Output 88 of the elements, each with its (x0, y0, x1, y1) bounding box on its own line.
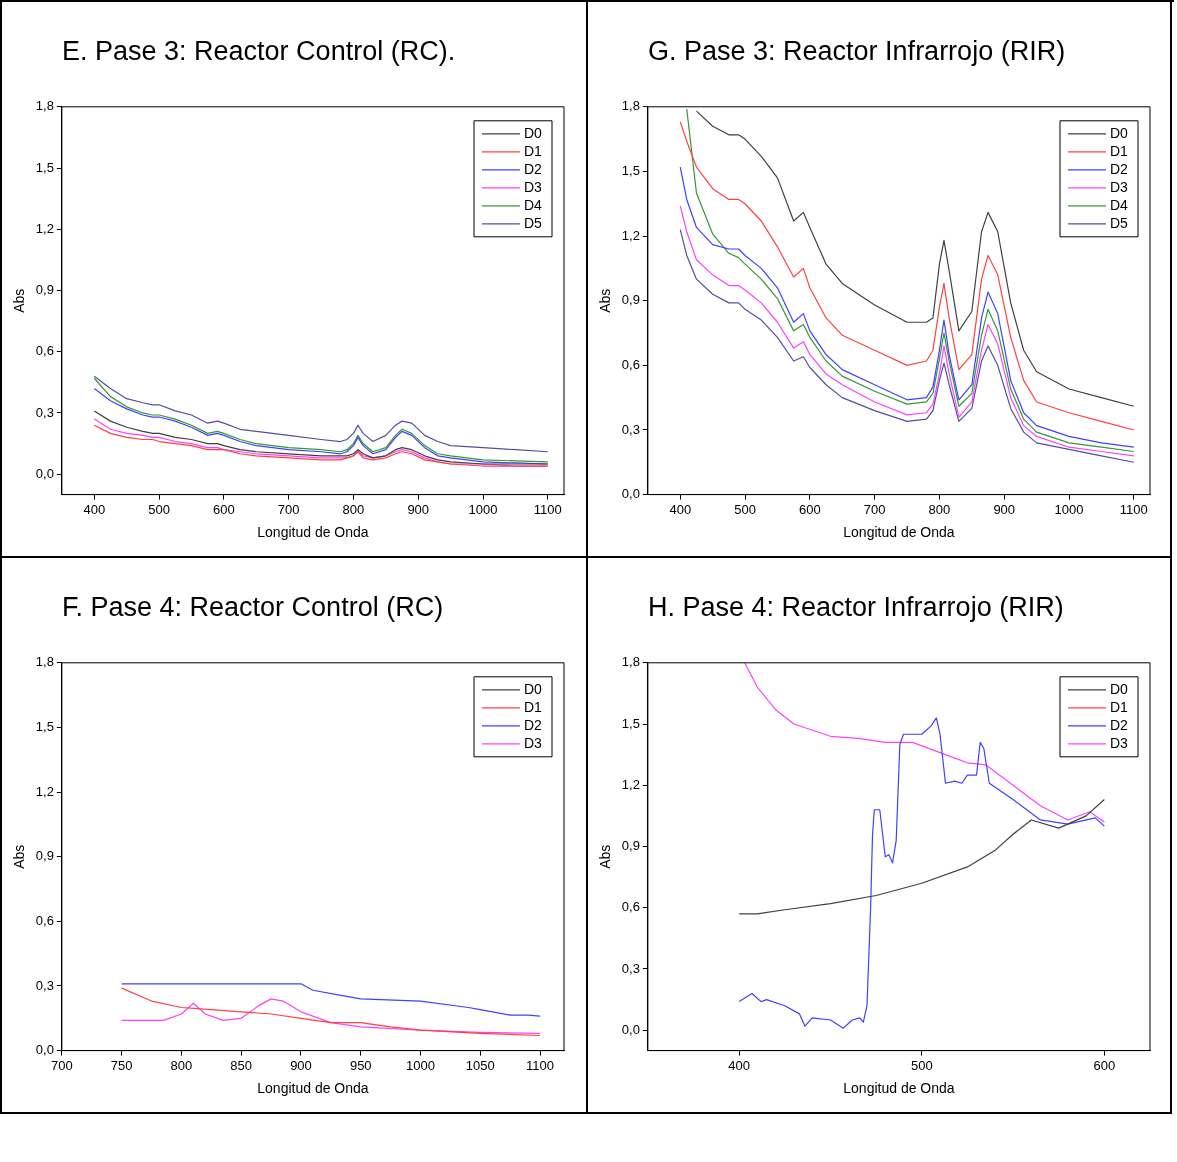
y-tick-label: 1,2 (621, 227, 640, 243)
y-axis-title: Abs (11, 288, 28, 313)
x-tick-label: 800 (170, 1057, 193, 1073)
y-tick-label: 0,3 (35, 404, 54, 420)
y-tick-label: 0,0 (35, 465, 54, 481)
y-axis-title: Abs (597, 288, 614, 313)
x-tick-label: 700 (863, 501, 886, 517)
legend-label: D0 (524, 124, 543, 141)
legend-label: D0 (1110, 680, 1129, 697)
y-tick-label: 1,8 (35, 98, 54, 114)
x-tick-label: 700 (277, 501, 300, 517)
legend-label: D3 (524, 734, 543, 751)
legend-label: D2 (1110, 160, 1129, 177)
y-tick-label: 1,5 (621, 715, 640, 731)
y-tick-label: 0,9 (35, 282, 54, 298)
x-tick-label: 1000 (1054, 501, 1084, 517)
x-tick-label: 1000 (406, 1057, 435, 1073)
legend-label: D1 (524, 698, 543, 715)
x-axis-title: Longitud de Onda (843, 1080, 955, 1097)
y-tick-label: 1,5 (621, 163, 640, 179)
x-tick-label: 1100 (1119, 501, 1148, 517)
legend-label: D5 (1110, 214, 1129, 231)
legend-label: D1 (1110, 142, 1129, 159)
x-tick-label: 600 (213, 501, 235, 517)
x-tick-label: 950 (349, 1057, 372, 1073)
x-tick-label: 600 (1093, 1057, 1116, 1073)
x-axis-title: Longitud de Onda (843, 524, 955, 541)
y-tick-label: 0,0 (621, 1021, 640, 1037)
x-tick-label: 400 (728, 1057, 751, 1073)
x-tick-label: 1100 (526, 1057, 555, 1073)
y-axis-title: Abs (11, 844, 28, 869)
x-tick-label: 500 (910, 1057, 933, 1073)
x-tick-label: 800 (342, 501, 365, 517)
legend-label: D2 (1110, 716, 1129, 733)
x-tick-label: 900 (993, 501, 1016, 517)
legend-label: D4 (524, 196, 543, 213)
legend-label: D0 (524, 680, 543, 697)
x-tick-label: 1000 (468, 501, 498, 517)
legend-label: D0 (1110, 124, 1129, 141)
x-tick-label: 400 (669, 501, 692, 517)
y-tick-label: 0,9 (621, 838, 640, 854)
x-tick-label: 750 (110, 1057, 133, 1073)
chart-title: E. Pase 3: Reactor Control (RC). (62, 36, 457, 68)
y-tick-label: 1,5 (35, 159, 54, 175)
chart-title: F. Pase 4: Reactor Control (RC) (62, 592, 445, 624)
x-tick-label: 500 (148, 501, 170, 517)
legend-label: D2 (524, 716, 543, 733)
x-tick-label: 500 (734, 501, 756, 517)
y-tick-label: 0,0 (621, 486, 640, 502)
x-tick-label: 1100 (533, 501, 562, 517)
x-axis-title: Longitud de Onda (257, 524, 369, 541)
y-tick-label: 0,9 (621, 292, 640, 308)
legend-label: D4 (1110, 196, 1129, 213)
y-tick-label: 0,3 (35, 977, 54, 993)
x-tick-label: 700 (51, 1057, 73, 1073)
y-tick-label: 0,6 (621, 899, 640, 915)
chart-title: H. Pase 4: Reactor Infrarrojo (RIR) (648, 592, 1065, 624)
legend-label: D3 (1110, 734, 1129, 751)
x-tick-label: 600 (799, 501, 821, 517)
y-tick-label: 1,8 (621, 98, 640, 114)
legend-label: D1 (524, 142, 543, 159)
x-tick-label: 800 (928, 501, 951, 517)
x-tick-label: 850 (230, 1057, 253, 1073)
y-tick-label: 0,9 (35, 848, 54, 864)
x-tick-label: 400 (83, 501, 106, 517)
legend-label: D3 (524, 178, 543, 195)
legend-label: D3 (1110, 178, 1129, 195)
y-tick-label: 1,2 (621, 776, 640, 792)
x-tick-label: 900 (407, 501, 430, 517)
y-tick-label: 1,8 (35, 654, 54, 670)
x-axis-title: Longitud de Onda (257, 1080, 369, 1097)
legend-label: D1 (1110, 698, 1129, 715)
x-tick-label: 900 (290, 1057, 312, 1073)
y-tick-label: 0,6 (35, 343, 54, 359)
y-tick-label: 0,6 (621, 356, 640, 372)
y-tick-label: 0,0 (35, 1042, 54, 1058)
y-tick-label: 0,3 (621, 960, 640, 976)
legend-label: D5 (524, 214, 543, 231)
y-tick-label: 1,8 (621, 654, 640, 670)
y-tick-label: 1,2 (35, 220, 54, 236)
chart-title: G. Pase 3: Reactor Infrarrojo (RIR) (648, 36, 1067, 68)
x-tick-label: 1050 (465, 1057, 495, 1073)
y-tick-label: 0,6 (35, 912, 54, 928)
y-tick-label: 0,3 (621, 421, 640, 437)
y-axis-title: Abs (597, 844, 614, 869)
y-tick-label: 1,5 (35, 719, 54, 735)
y-tick-label: 1,2 (35, 783, 54, 799)
legend-label: D2 (524, 160, 543, 177)
